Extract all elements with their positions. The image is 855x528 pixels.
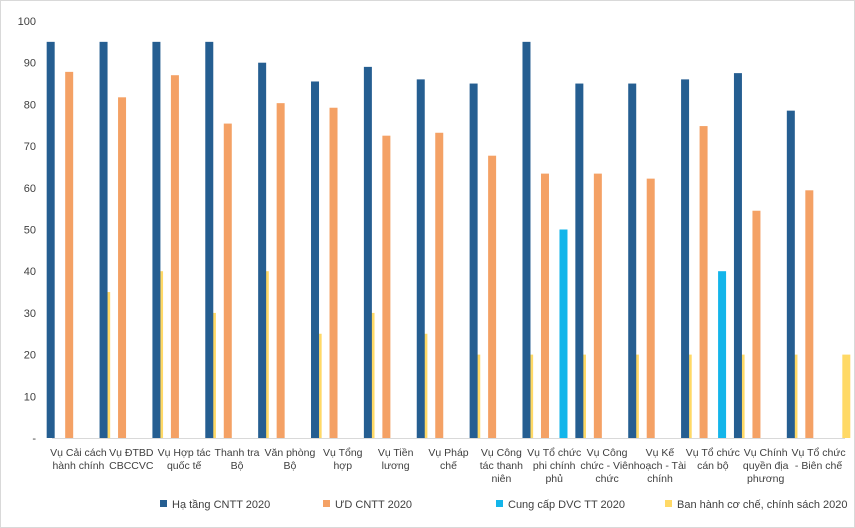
bar [152, 41, 161, 438]
bar [118, 97, 127, 438]
x-tick-label: Vụ Tổ chức [686, 447, 740, 459]
bar [205, 41, 214, 438]
x-tick-label: quyền địa [743, 460, 789, 472]
x-tick-label: chính [647, 473, 673, 485]
bar [540, 173, 549, 438]
bar [311, 81, 320, 438]
bar [99, 41, 108, 438]
x-tick-label: Vụ Tiền [378, 447, 414, 459]
bar [805, 190, 814, 438]
bar [435, 132, 444, 438]
legend-label: Ban hành cơ chế, chính sách 2020 [677, 499, 848, 511]
x-tick-label: hợp [333, 460, 352, 472]
bar [593, 173, 602, 438]
y-tick-label: 90 [24, 58, 36, 70]
x-tick-label: hành chính [52, 460, 104, 472]
x-tick-label: Vụ Kế [646, 447, 675, 459]
bar [276, 103, 285, 439]
bar [258, 62, 267, 438]
x-tick-label: chức - Viên [580, 460, 634, 472]
x-tick-label: phủ [545, 473, 563, 485]
x-tick-label: niên [491, 473, 511, 485]
bar [575, 83, 584, 439]
bar [329, 107, 338, 439]
bar [488, 155, 497, 438]
bar [170, 75, 179, 439]
bar [718, 271, 727, 438]
x-tick-label: phương [747, 473, 784, 485]
bar [382, 135, 391, 438]
y-tick-label: 20 [24, 350, 36, 362]
x-tick-label: phi chính [533, 460, 576, 472]
bar [681, 79, 690, 438]
x-tick-label: - Biên chế [795, 460, 842, 472]
x-tick-label: Vụ Tổng [323, 447, 363, 459]
x-tick-label: hoạch - Tài [634, 460, 686, 472]
bar [469, 83, 478, 439]
bar [786, 110, 795, 439]
bar [699, 126, 708, 438]
legend-swatch [160, 500, 167, 507]
x-tick-label: Thanh tra [215, 447, 260, 459]
y-tick-label: 100 [18, 16, 36, 28]
y-tick-label: 50 [24, 225, 36, 237]
bar [842, 354, 851, 438]
bar [628, 83, 637, 439]
x-tick-label: Vụ ĐTBD [109, 447, 154, 459]
y-tick-label: - [32, 433, 36, 445]
legend-swatch [323, 500, 330, 507]
bar [416, 79, 425, 438]
y-tick-label: 60 [24, 183, 36, 195]
bar [752, 210, 761, 438]
bar [646, 178, 655, 438]
bars [46, 41, 851, 439]
y-tick-label: 80 [24, 99, 36, 111]
bar [559, 229, 568, 438]
bar [65, 71, 74, 439]
bar [522, 41, 531, 438]
y-tick-label: 40 [24, 266, 36, 278]
x-tick-label: chức [595, 473, 618, 485]
legend-label: ƯD CNTT 2020 [335, 499, 412, 511]
x-tick-label: Vụ Pháp [428, 447, 468, 459]
x-tick-label: chế [440, 460, 457, 472]
x-tick-label: Vụ Tổ chức [792, 447, 846, 459]
legend-label: Cung cấp DVC TT 2020 [508, 499, 625, 511]
x-tick-label: Vụ Công [587, 447, 628, 459]
y-axis: - 10 20 30 40 50 60 70 80 90 100 [18, 16, 37, 445]
x-tick-label: lương [382, 460, 410, 472]
bar [46, 41, 55, 438]
legend-label: Hạ tầng CNTT 2020 [172, 499, 270, 511]
legend: Hạ tầng CNTT 2020 ƯD CNTT 2020 Cung cấp DV… [160, 499, 848, 511]
x-tick-label: cán bộ [697, 460, 729, 472]
x-tick-label: Vụ Công [481, 447, 522, 459]
x-tick-label: Bộ [231, 460, 244, 472]
x-tick-label: Vụ Chính [744, 447, 788, 459]
x-tick-label: Vụ Cải cách [50, 447, 107, 459]
x-tick-label: Vụ Tổ chức [527, 447, 581, 459]
legend-swatch [665, 500, 672, 507]
bar [733, 73, 742, 439]
bar [223, 123, 232, 438]
y-tick-label: 30 [24, 308, 36, 320]
x-tick-label: Bộ [283, 460, 296, 472]
y-tick-label: 10 [24, 391, 36, 403]
x-tick-label: quốc tế [167, 460, 202, 472]
x-tick-label: tác thanh [480, 460, 523, 472]
y-tick-label: 70 [24, 141, 36, 153]
x-tick-label: Văn phòng [264, 447, 315, 459]
legend-swatch [496, 500, 503, 507]
x-tick-label: CBCCVC [109, 460, 154, 472]
bar [363, 66, 372, 439]
x-tick-label: Vụ Hợp tác [158, 447, 211, 459]
